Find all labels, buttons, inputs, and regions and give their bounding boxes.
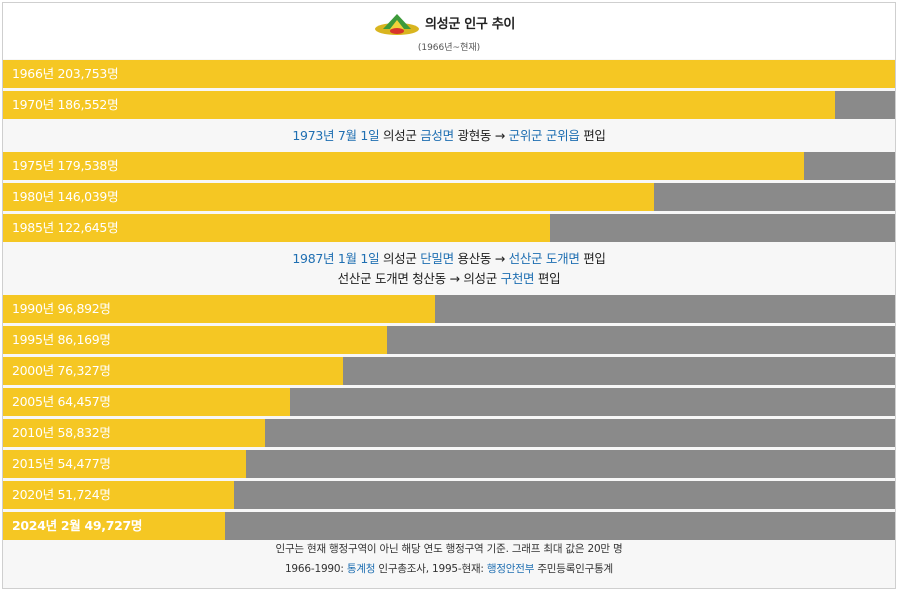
bar-row: 1985년 122,645명 bbox=[3, 214, 895, 242]
bar-row: 2020년 51,724명 bbox=[3, 481, 895, 509]
event-link[interactable]: 1987년 1월 1일 bbox=[292, 251, 380, 266]
annexation-event: 1987년 1월 1일 의성군 단밀면 용산동 → 선산군 도개면 편입 선산군 … bbox=[3, 244, 895, 294]
bar-label: 2010년 58,832명 bbox=[12, 425, 111, 440]
event-text: 용산동 → bbox=[453, 251, 509, 266]
bar-fill bbox=[3, 326, 387, 354]
bar-label: 1985년 122,645명 bbox=[12, 220, 119, 235]
bar-fill bbox=[3, 183, 654, 211]
source-link-mois[interactable]: 행정안전부 bbox=[486, 563, 535, 575]
chart-title: 의성군 인구 추이 bbox=[425, 17, 516, 32]
chart-subtitle: (1966년~현재) bbox=[417, 43, 481, 53]
bar-fill bbox=[3, 512, 225, 540]
bar-row: 1995년 86,169명 bbox=[3, 326, 895, 354]
bar-row: 1970년 186,552명 bbox=[3, 91, 895, 119]
event-text: 편입 bbox=[579, 251, 606, 266]
event-text: 의성군 bbox=[379, 128, 421, 143]
bar-row: 2005년 64,457명 bbox=[3, 388, 895, 416]
bar-label: 1990년 96,892명 bbox=[12, 301, 111, 316]
bar-row: 1966년 203,753명 bbox=[3, 60, 895, 88]
bar-fill bbox=[3, 388, 290, 416]
footer-note: 인구는 현재 행정구역이 아닌 해당 연도 행정구역 기준. 그래프 최대 값은… bbox=[275, 543, 623, 555]
event-text: 광현동 → bbox=[453, 128, 509, 143]
bar-label: 2020년 51,724명 bbox=[12, 487, 111, 502]
bar-label: 1980년 146,039명 bbox=[12, 189, 119, 204]
bar-fill bbox=[3, 450, 246, 478]
bar-label: 2000년 76,327명 bbox=[12, 363, 111, 378]
source-mid: 인구총조사, 1995-현재: bbox=[375, 563, 487, 575]
bar-fill bbox=[3, 357, 343, 385]
event-line: 1973년 7월 1일 의성군 금성면 광현동 → 군위군 군위읍 편입 bbox=[3, 126, 895, 146]
bar-label: 2024년 2월 49,727명 bbox=[12, 518, 143, 533]
event-link[interactable]: 구천면 bbox=[500, 271, 535, 286]
bar-row: 2015년 54,477명 bbox=[3, 450, 895, 478]
annexation-event: 1973년 7월 1일 의성군 금성면 광현동 → 군위군 군위읍 편입 bbox=[3, 121, 895, 151]
source-link-kostat[interactable]: 통계청 bbox=[346, 563, 376, 575]
bar-fill bbox=[3, 419, 265, 447]
source-suffix: 주민등록인구통계 bbox=[534, 563, 614, 575]
event-line: 선산군 도개면 청산동 → 의성군 구천면 편입 bbox=[3, 269, 895, 289]
bar-fill bbox=[3, 295, 435, 323]
chart-footer: 인구는 현재 행정구역이 아닌 해당 연도 행정구역 기준. 그래프 최대 값은… bbox=[3, 539, 895, 589]
bar-fill bbox=[3, 60, 895, 88]
bar-row: 2000년 76,327명 bbox=[3, 357, 895, 385]
event-link[interactable]: 선산군 도개면 bbox=[508, 251, 580, 266]
event-link[interactable]: 단밀면 bbox=[420, 251, 454, 266]
bar-row: 2024년 2월 49,727명 bbox=[3, 512, 895, 540]
event-link[interactable]: 군위군 군위읍 bbox=[508, 128, 580, 143]
bar-label: 2005년 64,457명 bbox=[12, 394, 111, 409]
bar-label: 1966년 203,753명 bbox=[12, 66, 119, 81]
event-line: 1987년 1월 1일 의성군 단밀면 용산동 → 선산군 도개면 편입 bbox=[3, 249, 895, 269]
bar-label: 2015년 54,477명 bbox=[12, 456, 111, 471]
chart-header: 의성군 인구 추이 (1966년~현재) bbox=[3, 3, 895, 59]
footer-source: 1966-1990: 통계청 인구총조사, 1995-현재: 행정안전부 주민등… bbox=[3, 559, 895, 579]
bar-fill bbox=[3, 91, 835, 119]
event-text: 편입 bbox=[579, 128, 606, 143]
event-link[interactable]: 1973년 7월 1일 bbox=[292, 128, 380, 143]
bar-row: 1990년 96,892명 bbox=[3, 295, 895, 323]
bar-label: 1970년 186,552명 bbox=[12, 97, 119, 112]
bar-fill bbox=[3, 214, 550, 242]
bar-row: 1980년 146,039명 bbox=[3, 183, 895, 211]
bar-fill bbox=[3, 481, 234, 509]
event-link[interactable]: 금성면 bbox=[420, 128, 454, 143]
uiseong-logo-icon bbox=[375, 14, 419, 35]
bar-row: 1975년 179,538명 bbox=[3, 152, 895, 180]
bar-fill bbox=[3, 152, 804, 180]
bar-label: 1995년 86,169명 bbox=[12, 332, 111, 347]
bar-row: 2010년 58,832명 bbox=[3, 419, 895, 447]
bar-label: 1975년 179,538명 bbox=[12, 158, 119, 173]
event-text: 선산군 도개면 청산동 → 의성군 bbox=[337, 271, 501, 286]
source-prefix: 1966-1990: bbox=[284, 563, 347, 575]
event-text: 의성군 bbox=[379, 251, 421, 266]
event-text: 편입 bbox=[534, 271, 561, 286]
